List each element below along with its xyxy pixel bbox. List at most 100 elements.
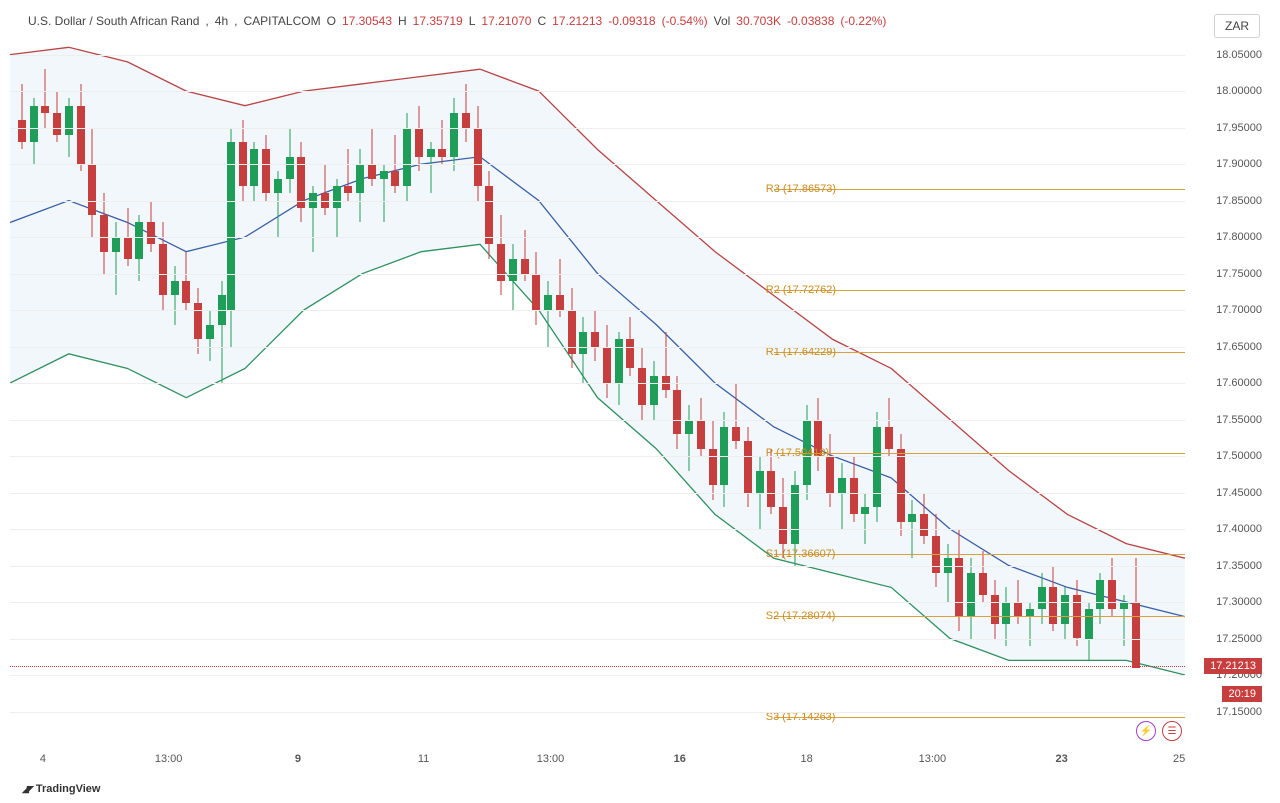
candle <box>135 215 143 281</box>
y-tick-label: 17.65000 <box>1216 341 1262 353</box>
high-label: H <box>398 14 407 28</box>
candle <box>697 398 705 456</box>
candle <box>427 142 435 193</box>
x-tick-label: 13:00 <box>919 753 947 765</box>
y-tick-label: 17.75000 <box>1216 268 1262 280</box>
candle <box>1073 580 1081 646</box>
flag-icon[interactable]: ☰ <box>1162 721 1182 741</box>
change-value: -0.09318 <box>608 14 655 28</box>
vol-label: Vol <box>714 14 731 28</box>
pivot-label-r2: R2 (17.72762) <box>766 284 836 296</box>
candle <box>1049 566 1057 632</box>
low-label: L <box>469 14 476 28</box>
y-tick-label: 17.50000 <box>1216 450 1262 462</box>
high-value: 17.35719 <box>413 14 463 28</box>
y-tick-label: 17.55000 <box>1216 414 1262 426</box>
low-value: 17.21070 <box>481 14 531 28</box>
candle <box>194 288 202 354</box>
y-axis[interactable]: 17.1500017.2000017.2500017.3000017.35000… <box>1185 40 1280 748</box>
y-tick-label: 17.70000 <box>1216 304 1262 316</box>
candle <box>591 310 599 361</box>
indicator-pct: (-0.22%) <box>840 14 886 28</box>
broker: CAPITALCOM <box>243 14 320 28</box>
candle <box>274 171 282 237</box>
y-tick-label: 18.00000 <box>1216 85 1262 97</box>
candle <box>88 128 96 237</box>
chart-container: U.S. Dollar / South African Rand, 4h, CA… <box>0 0 1280 803</box>
candle <box>579 317 587 383</box>
indicator-change: -0.03838 <box>787 14 834 28</box>
candle <box>309 186 317 252</box>
candle <box>709 420 717 500</box>
candle <box>171 266 179 324</box>
candle <box>920 493 928 544</box>
candle <box>615 332 623 405</box>
candle <box>182 252 190 310</box>
x-axis[interactable]: 413:0091113:00161813:00232513:00 <box>10 753 1185 773</box>
candle <box>650 361 658 419</box>
pivot-label-r3: R3 (17.86573) <box>766 183 836 195</box>
candle <box>1061 587 1069 638</box>
candle <box>850 456 858 522</box>
y-tick-label: 17.80000 <box>1216 231 1262 243</box>
y-tick-label: 17.85000 <box>1216 195 1262 207</box>
candle <box>497 215 505 295</box>
candle <box>30 98 38 164</box>
change-pct: (-0.54%) <box>662 14 708 28</box>
candle <box>885 398 893 456</box>
candle <box>603 325 611 398</box>
price-tag: 17.21213 <box>1204 658 1262 674</box>
candle <box>344 149 352 200</box>
candle <box>18 84 26 150</box>
chart-header: U.S. Dollar / South African Rand, 4h, CA… <box>28 14 888 28</box>
candle <box>403 113 411 201</box>
candle <box>814 398 822 471</box>
candle <box>380 164 388 222</box>
candle <box>462 84 470 142</box>
candle <box>333 179 341 237</box>
candle <box>744 427 752 507</box>
candle <box>485 171 493 259</box>
chart-plot-area[interactable]: R3 (17.86573)R2 (17.72762)R1 (17.64229)P… <box>10 40 1185 748</box>
x-tick-label: 16 <box>674 753 686 765</box>
y-tick-label: 17.35000 <box>1216 560 1262 572</box>
x-tick-label: 4 <box>40 753 46 765</box>
close-value: 17.21213 <box>552 14 602 28</box>
candle <box>944 544 952 602</box>
current-price-line <box>10 666 1185 667</box>
x-tick-label: 13:00 <box>537 753 565 765</box>
candle <box>1085 602 1093 660</box>
x-tick-label: 18 <box>801 753 813 765</box>
x-tick-label: 25 <box>1173 753 1185 765</box>
candle <box>239 120 247 200</box>
candle <box>568 288 576 368</box>
candle <box>556 259 564 317</box>
candle <box>685 405 693 471</box>
alert-icon[interactable]: ⚡ <box>1136 721 1156 741</box>
candle <box>838 463 846 529</box>
candle <box>159 222 167 310</box>
y-tick-label: 17.60000 <box>1216 377 1262 389</box>
candle <box>873 412 881 521</box>
x-tick-label: 9 <box>295 753 301 765</box>
candle <box>673 376 681 449</box>
pivot-label-p: P (17.50418) <box>766 447 829 459</box>
candle <box>100 193 108 273</box>
candle <box>297 142 305 222</box>
candle <box>262 135 270 201</box>
candle <box>532 252 540 325</box>
currency-badge[interactable]: ZAR <box>1214 14 1260 38</box>
x-tick-label: 13:00 <box>155 753 183 765</box>
candle <box>218 281 226 383</box>
candle <box>861 493 869 544</box>
candle <box>826 434 834 507</box>
tradingview-logo[interactable]: TradingView <box>22 783 100 795</box>
candle <box>321 164 329 215</box>
x-tick-label: 23 <box>1056 753 1068 765</box>
vol-value: 30.703K <box>736 14 781 28</box>
candle <box>991 580 999 638</box>
symbol-name: U.S. Dollar / South African Rand <box>28 14 199 28</box>
open-label: O <box>327 14 336 28</box>
y-tick-label: 18.05000 <box>1216 49 1262 61</box>
candle <box>1108 558 1116 616</box>
